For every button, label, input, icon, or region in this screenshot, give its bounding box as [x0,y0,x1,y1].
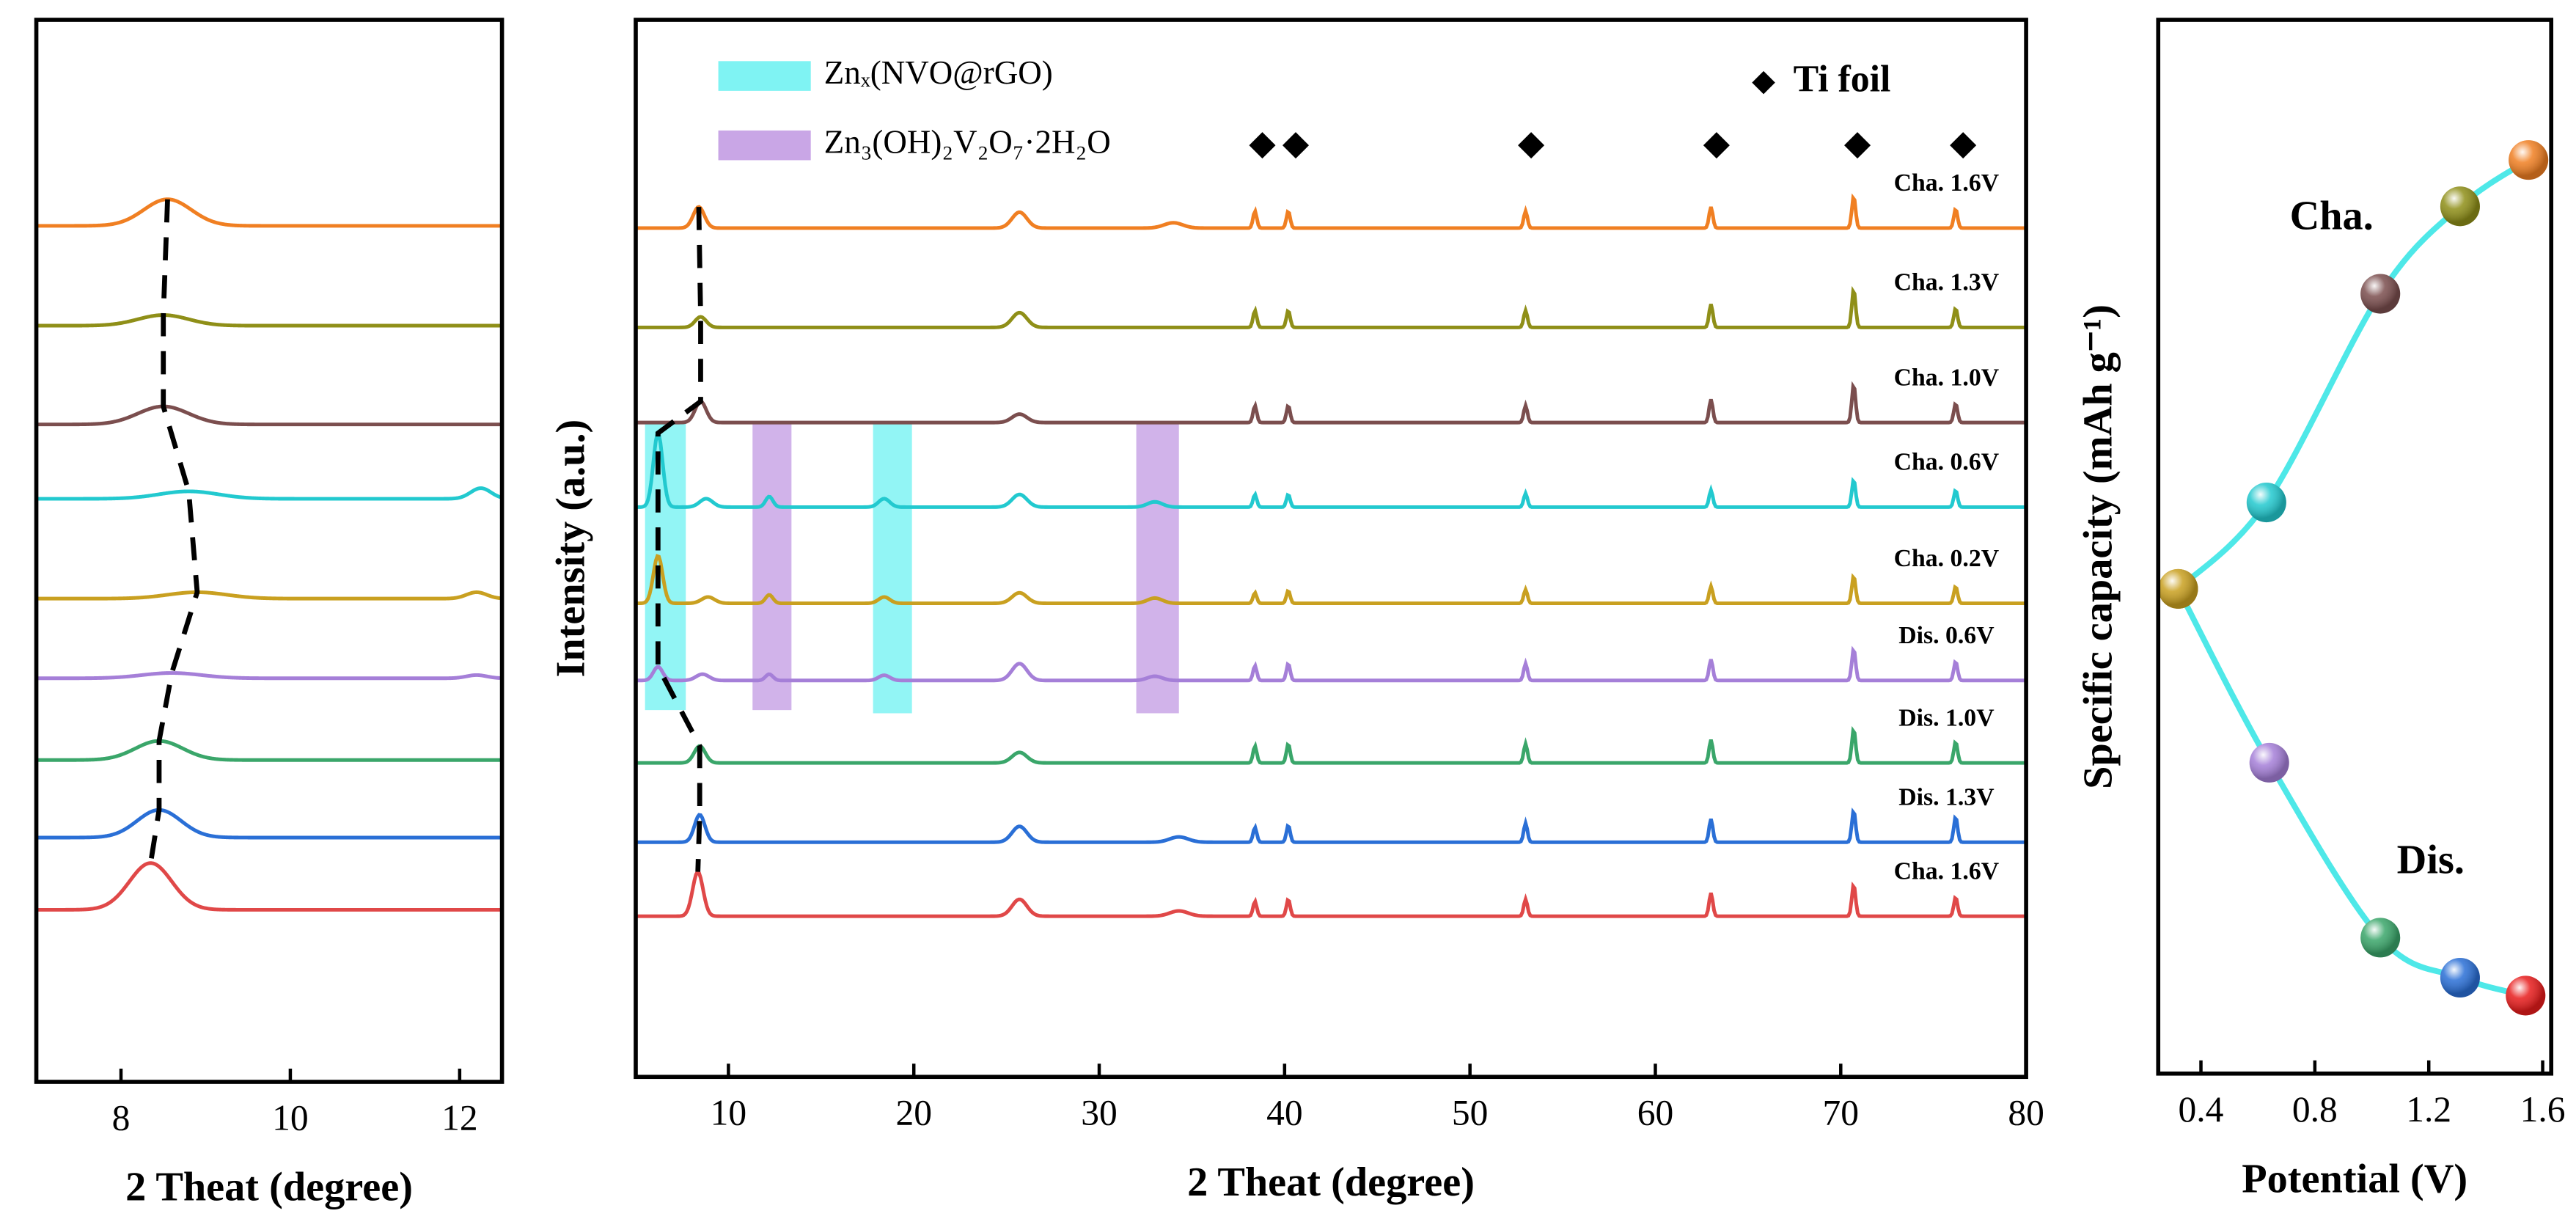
sphere-highlight [2158,568,2198,609]
sphere-highlight [2509,140,2549,180]
y-axis-label: Intensity (a.u.) [548,420,594,678]
xrd-trace [635,869,2027,918]
series-label: Dis. [2397,838,2465,883]
legend-label: Zn₃(OH)₂V₂O₇·2H₂O [824,123,1111,160]
x-tick-label: 8 [112,1097,131,1138]
sphere-highlight [2246,483,2286,523]
sphere-highlight [2506,975,2546,1016]
legend-swatch [718,130,811,161]
xrd-trace [36,671,502,681]
ti-marker [1703,132,1730,159]
x-axis-label: 2 Theat (degree) [125,1165,413,1210]
xrd-trace [635,285,2027,329]
trace-label: Cha. 0.6V [1894,449,2000,476]
xrd-trace [635,431,2027,509]
sphere-highlight [2360,918,2401,958]
xrd-trace [635,725,2027,765]
xrd-trace [36,861,502,912]
ti-marker [1249,132,1276,159]
trace-label: Cha. 1.6V [1894,857,2000,885]
xrd-trace [36,404,502,427]
ti-marker [1518,132,1545,159]
sphere-highlight [2249,742,2289,783]
trace-label: Cha. 1.0V [1894,364,2000,391]
x-tick-label: 60 [1637,1093,1674,1133]
x-tick-label: 1.2 [2406,1089,2451,1130]
trace-label: Cha. 0.2V [1894,545,2000,572]
sphere-highlight [2440,186,2480,227]
x-tick-label: 30 [1081,1093,1118,1133]
capacity-curve [2175,587,2527,999]
trace-label: Dis. 1.3V [1898,783,1994,810]
x-tick-label: 40 [1266,1093,1303,1133]
plot-frame [34,18,504,1084]
series-label: Cha. [2290,193,2374,238]
x-tick-label: 70 [1823,1093,1860,1133]
plot-frame [2156,18,2554,1076]
plot-frame [634,18,2028,1080]
x-tick-label: 50 [1452,1093,1489,1133]
x-tick-label: 10 [272,1097,309,1138]
x-axis-label: Potential (V) [2242,1156,2467,1201]
xrd-trace [36,739,502,762]
highlight-region [645,421,686,711]
xrd-trace [635,645,2027,683]
sphere-highlight [2360,274,2401,314]
xrd-trace [635,193,2027,230]
ti-marker [1950,132,1977,159]
xrd-trace [635,381,2027,425]
x-tick-label: 12 [441,1097,478,1138]
trace-label: Cha. 1.3V [1894,269,2000,296]
ti-marker [1282,132,1310,159]
xrd-trace [36,197,502,228]
xrd-trace [635,554,2027,606]
y-axis-label: Specific capacity (mAh g⁻¹) [2076,304,2121,789]
peak-shift-guide [148,199,200,864]
legend-label: Znₓ(NVO@rGO) [824,54,1053,91]
x-tick-label: 1.6 [2520,1089,2566,1130]
trace-label: Dis. 0.6V [1898,622,1994,649]
peak-shift-guide [655,207,703,872]
xrd-trace [635,807,2027,844]
x-tick-label: 80 [2008,1093,2044,1133]
legend-swatch [718,61,811,91]
highlight-region [873,421,912,714]
xrd-trace [36,590,502,601]
xrd-trace [36,486,503,501]
legend-marker [1752,70,1775,95]
x-tick-label: 0.8 [2292,1089,2338,1130]
x-axis-label: 2 Theat (degree) [1187,1160,1475,1205]
sphere-highlight [2440,957,2480,998]
legend-label: Ti foil [1794,58,1891,100]
x-tick-label: 20 [895,1093,932,1133]
highlight-region [1136,421,1179,714]
trace-label: Dis. 1.0V [1898,704,1994,731]
highlight-region [752,421,792,711]
x-tick-label: 10 [711,1093,747,1133]
x-tick-label: 0.4 [2179,1089,2224,1130]
xrd-trace [36,313,502,328]
trace-label: Cha. 1.6V [1894,169,2000,197]
ti-marker [1844,132,1871,159]
xrd-trace [36,808,502,840]
